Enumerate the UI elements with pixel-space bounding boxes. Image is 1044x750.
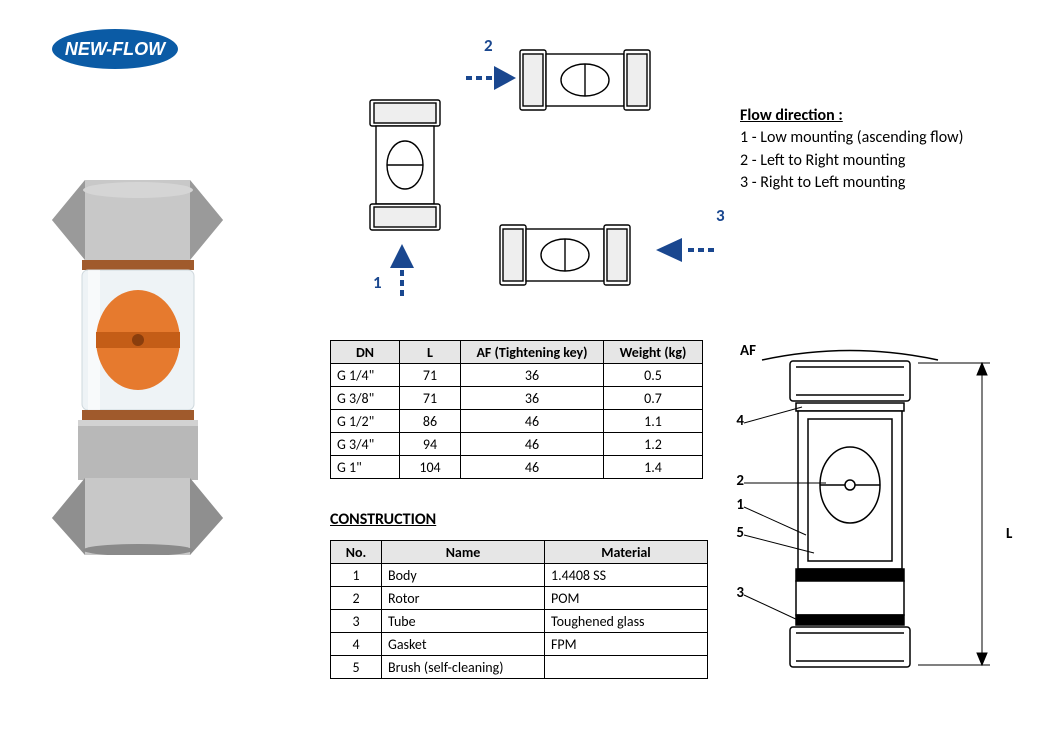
flow-label-1: 1 bbox=[373, 272, 382, 293]
col-weight: Weight (kg) bbox=[604, 341, 703, 364]
exploded-diagram bbox=[730, 335, 1020, 695]
table-row: G 3/8"71360.7 bbox=[331, 387, 703, 410]
construction-title: CONSTRUCTION bbox=[330, 510, 436, 529]
table-row: G 3/4"94461.2 bbox=[331, 433, 703, 456]
dimensions-table: DN L AF (Tightening key) Weight (kg) G 1… bbox=[330, 340, 703, 479]
flow-direction-diagram bbox=[330, 30, 730, 310]
col-no: No. bbox=[331, 541, 382, 564]
table-row: 5Brush (self-cleaning) bbox=[331, 656, 708, 679]
table-row: 2RotorPOM bbox=[331, 587, 708, 610]
col-af: AF (Tightening key) bbox=[461, 341, 604, 364]
table-row: 4GasketFPM bbox=[331, 633, 708, 656]
table-row: 3TubeToughened glass bbox=[331, 610, 708, 633]
flow-direction-text: Flow direction : 1 - Low mounting (ascen… bbox=[740, 105, 1020, 195]
col-dn: DN bbox=[331, 341, 400, 364]
col-material: Material bbox=[545, 541, 708, 564]
flow-label-2: 2 bbox=[484, 35, 493, 56]
callout-1: 1 bbox=[730, 496, 744, 514]
callout-5: 5 bbox=[730, 524, 744, 542]
callout-3: 3 bbox=[730, 584, 744, 602]
flow-direction-heading: Flow direction : bbox=[740, 105, 1020, 127]
flow-direction-item: 3 - Right to Left mounting bbox=[740, 172, 1020, 194]
logo-text: NEW-FLOW bbox=[65, 39, 167, 59]
flow-direction-item: 1 - Low mounting (ascending flow) bbox=[740, 127, 1020, 149]
table-header-row: No. Name Material bbox=[331, 541, 708, 564]
callout-4: 4 bbox=[730, 412, 744, 430]
table-row: G 1/2"86461.1 bbox=[331, 410, 703, 433]
flow-label-3: 3 bbox=[716, 205, 725, 226]
col-name: Name bbox=[382, 541, 545, 564]
table-row: 1Body1.4408 SS bbox=[331, 564, 708, 587]
table-header-row: DN L AF (Tightening key) Weight (kg) bbox=[331, 341, 703, 364]
table-row: G 1"104461.4 bbox=[331, 456, 703, 479]
brand-logo: NEW-FLOW bbox=[50, 25, 180, 73]
product-photo bbox=[50, 180, 225, 555]
table-row: G 1/4"71360.5 bbox=[331, 364, 703, 387]
col-l: L bbox=[400, 341, 461, 364]
flow-direction-item: 2 - Left to Right mounting bbox=[740, 150, 1020, 172]
construction-table: No. Name Material 1Body1.4408 SS 2RotorP… bbox=[330, 540, 708, 679]
callout-2: 2 bbox=[730, 472, 744, 490]
